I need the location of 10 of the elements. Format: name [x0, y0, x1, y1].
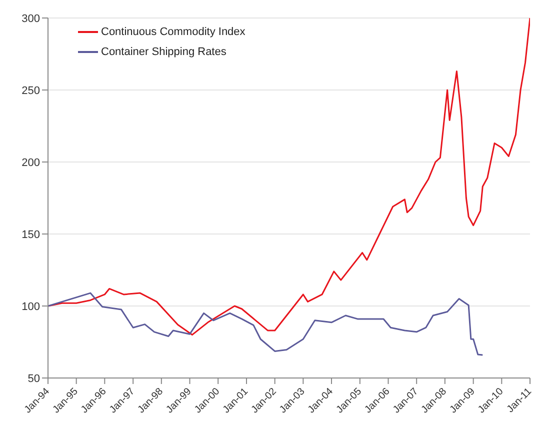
legend-label: Continuous Commodity Index — [101, 25, 246, 40]
y-tick-label: 50 — [28, 372, 40, 385]
line-series — [48, 292, 484, 356]
y-tick-label: 250 — [22, 84, 40, 97]
line-series — [48, 18, 530, 336]
y-tick-label: 100 — [22, 300, 40, 313]
y-tick-label: 200 — [22, 156, 40, 169]
y-tick-label: 150 — [22, 228, 40, 241]
y-tick-label: 300 — [22, 12, 40, 25]
legend-label: Container Shipping Rates — [101, 45, 226, 60]
